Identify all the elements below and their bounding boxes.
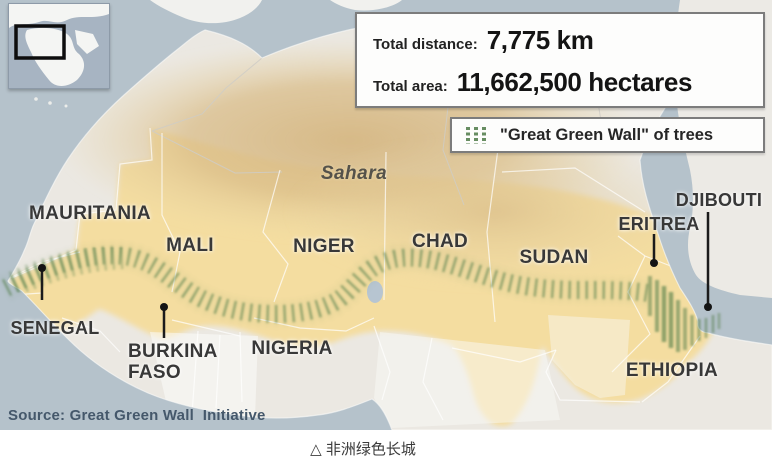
image-caption: △ 非洲绿色长城 <box>310 441 416 458</box>
total-area-value: 11,662,500 hectares <box>456 67 693 97</box>
wall-ethiopia-cluster <box>648 276 721 352</box>
legend-label: "Great Green Wall" of trees <box>500 125 714 144</box>
sahara-desert-east <box>285 134 705 290</box>
southern-countries <box>150 315 630 428</box>
label-marker-dots <box>38 259 712 311</box>
source-note: Source: Great Green Wall Initiative <box>8 407 266 424</box>
region-label-sahara: Sahara <box>320 163 388 184</box>
total-distance-value: 7,775 km <box>486 25 594 55</box>
total-area-row: Total area: 11,662,500 hectares <box>373 67 749 98</box>
total-distance-label: Total distance: <box>373 36 478 53</box>
caption-bar: △ 非洲绿色长城 <box>0 430 772 464</box>
lake-chad <box>367 281 383 303</box>
great-green-wall <box>0 242 721 352</box>
locator-highlight-box <box>14 24 66 60</box>
canary-islands <box>34 97 68 108</box>
world-locator-map <box>9 4 109 88</box>
green-wall-dashes-icon <box>466 127 486 144</box>
europe-landmass <box>150 0 402 24</box>
legend-box: "Great Green Wall" of trees <box>450 117 765 153</box>
map-area: Total distance: 7,775 km Total area: 11,… <box>0 0 772 430</box>
total-distance-row: Total distance: 7,775 km <box>373 25 749 56</box>
total-area-label: Total area: <box>373 78 448 95</box>
stats-box: Total distance: 7,775 km Total area: 11,… <box>355 12 765 108</box>
world-locator-inset <box>8 3 110 89</box>
label-markers <box>40 212 710 338</box>
